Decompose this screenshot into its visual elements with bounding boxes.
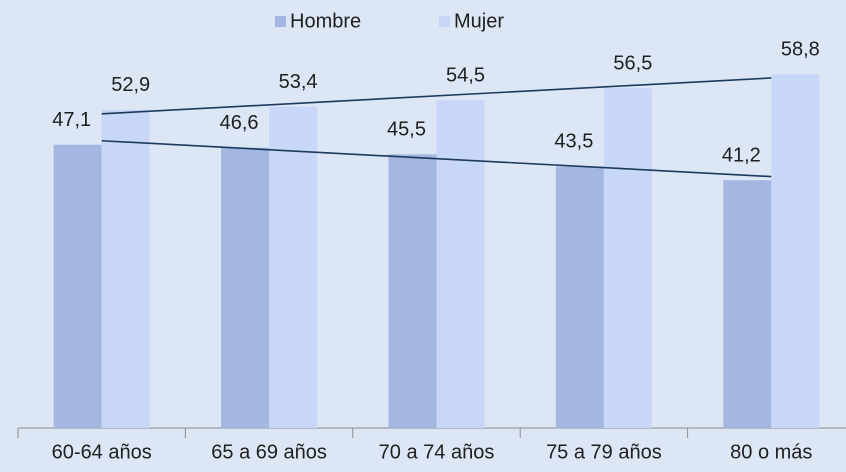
bar [603, 88, 652, 428]
bar [388, 154, 437, 428]
bar [555, 166, 604, 428]
value-label: 52,9 [111, 74, 150, 96]
legend-swatch [275, 16, 286, 27]
x-tick-label: 65 a 69 años [211, 441, 327, 463]
x-tick-label: 75 a 79 años [546, 441, 662, 463]
bar [269, 106, 318, 428]
legend-swatch [439, 16, 450, 27]
bar [771, 74, 820, 429]
trendline [101, 139, 772, 178]
value-label: 47,1 [52, 109, 91, 131]
bar [723, 180, 772, 428]
value-label: 58,8 [781, 39, 820, 61]
x-tick-label: 80 o más [730, 441, 812, 463]
value-label: 46,6 [220, 112, 259, 134]
trendline [101, 77, 772, 115]
legend-label: Mujer [454, 10, 504, 32]
bar [221, 147, 270, 428]
x-tick-label: 70 a 74 años [379, 441, 495, 463]
legend-label: Hombre [290, 10, 361, 32]
x-tick-label: 60-64 años [52, 441, 152, 463]
value-label: 56,5 [613, 52, 652, 74]
bar [101, 109, 150, 428]
value-label: 54,5 [446, 65, 485, 87]
bar [436, 100, 485, 428]
value-label: 41,2 [722, 144, 761, 166]
value-label: 45,5 [387, 119, 426, 141]
value-label: 53,4 [279, 71, 318, 93]
bar [53, 144, 102, 428]
value-label: 43,5 [554, 131, 593, 153]
